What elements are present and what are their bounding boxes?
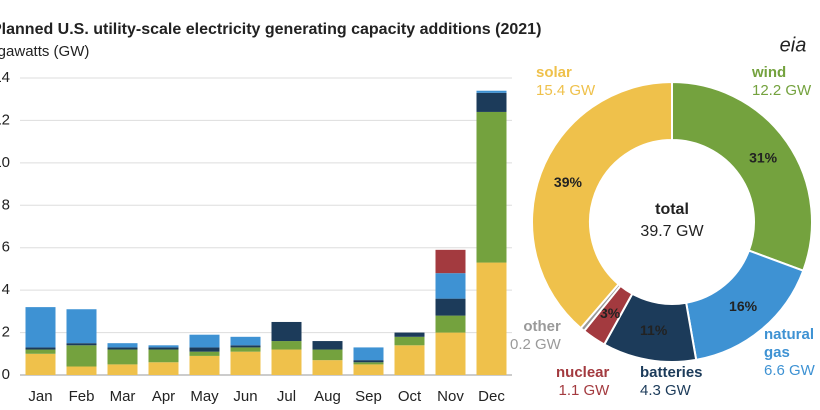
bar-segment [271, 321, 302, 342]
x-tick-label: Jul [277, 388, 296, 405]
bar-segment [148, 345, 179, 348]
bar-segment [25, 349, 56, 354]
slice-label: solar 15.4 GW [536, 64, 595, 100]
percent-label: 11% [640, 322, 668, 338]
slice-label: wind 12.2 GW [752, 64, 811, 100]
donut-slice [531, 80, 673, 330]
bar-segment [312, 349, 343, 361]
bar-segment [189, 351, 220, 356]
center-title: total [655, 201, 689, 218]
bar-segment [66, 345, 97, 367]
percent-label: 39% [554, 174, 583, 190]
y-tick-label: 6 [2, 239, 10, 256]
bar-segment [230, 347, 261, 352]
bar-segment [66, 343, 97, 346]
bar-segment [189, 347, 220, 352]
bar-segment [148, 349, 179, 363]
bar-segment [394, 332, 425, 337]
bar-segment [25, 307, 56, 348]
y-tick-label: 10 [0, 154, 10, 171]
y-tick-label: 4 [2, 281, 10, 298]
bar-segment [230, 351, 261, 375]
bar-segment [25, 353, 56, 375]
slice-value: 15.4 GW [536, 82, 596, 99]
bar-segment [435, 273, 466, 299]
bar-segment [230, 336, 261, 346]
bar-segment [148, 347, 179, 350]
bar-segment [66, 366, 97, 375]
slice-name: other [523, 318, 561, 335]
slice-name: natural gas [764, 326, 815, 361]
bar-segment [394, 345, 425, 375]
slice-value: 0.2 GW [510, 336, 561, 353]
bar-segment [476, 262, 507, 375]
bar-segment [312, 360, 343, 375]
logo: eia [780, 34, 807, 56]
slice-value: 1.1 GW [558, 382, 610, 399]
chart-title: Planned U.S. utility-scale electricity g… [0, 21, 541, 38]
y-axis-label: gigawatts (GW) [0, 43, 89, 60]
bar-segment [66, 309, 97, 344]
bar-segment [435, 298, 466, 316]
slice-label: nuclear 1.1 GW [556, 364, 609, 400]
bar-segment [148, 362, 179, 375]
bar-segment [107, 343, 138, 348]
y-tick-label: 12 [0, 111, 10, 128]
y-tick-label: 8 [2, 196, 10, 213]
bar-segment [353, 347, 384, 361]
slice-label: batteries 4.3 GW [640, 364, 703, 400]
bar-segment [230, 345, 261, 348]
y-tick-label: 0 [2, 366, 10, 383]
y-tick-label: 2 [2, 324, 10, 341]
x-tick-label: Mar [110, 388, 136, 405]
slice-label: other 0.2 GW [510, 318, 561, 354]
bar-segment [271, 341, 302, 350]
bar-segment [25, 347, 56, 350]
bar-segment [312, 341, 343, 350]
x-tick-label: Oct [398, 388, 422, 405]
x-tick-label: Jan [28, 388, 52, 405]
bar-segment [107, 347, 138, 350]
bar-segment [353, 364, 384, 375]
x-tick-label: Sep [355, 388, 382, 405]
bar-segment [435, 249, 466, 274]
slice-name: batteries [640, 364, 703, 381]
x-tick-label: Dec [478, 388, 505, 405]
bar-segment [476, 90, 507, 93]
x-tick-label: Jun [233, 388, 257, 405]
donut-slice [671, 80, 813, 272]
slice-value: 6.6 GW [764, 362, 815, 379]
bar-segment [435, 332, 466, 375]
bar-segment [107, 349, 138, 365]
x-tick-label: Apr [152, 388, 175, 405]
bar-segment [107, 364, 138, 375]
bar-segment [353, 360, 384, 363]
slice-value: 12.2 GW [752, 82, 812, 99]
x-tick-label: May [190, 388, 219, 405]
bar-segment [271, 349, 302, 375]
bar-segment [189, 334, 220, 348]
bar-segment [189, 355, 220, 375]
slice-value: 4.3 GW [640, 382, 691, 399]
slice-name: solar [536, 64, 572, 81]
y-tick-label: 14 [0, 69, 10, 86]
bar-segment [435, 315, 466, 333]
bar-segment [476, 111, 507, 263]
slice-name: wind [752, 64, 787, 81]
x-tick-label: Aug [314, 388, 341, 405]
bar-segment [394, 336, 425, 346]
percent-label: 31% [749, 149, 778, 165]
x-tick-label: Nov [437, 388, 464, 405]
slice-label: natural gas 6.6 GW [764, 326, 820, 380]
center-value: 39.7 GW [640, 223, 704, 240]
x-tick-label: Feb [69, 388, 95, 405]
slice-name: nuclear [556, 364, 610, 381]
percent-label: 3% [600, 305, 621, 321]
bar-segment [476, 92, 507, 112]
percent-label: 16% [729, 298, 758, 314]
bar-segment [353, 362, 384, 365]
